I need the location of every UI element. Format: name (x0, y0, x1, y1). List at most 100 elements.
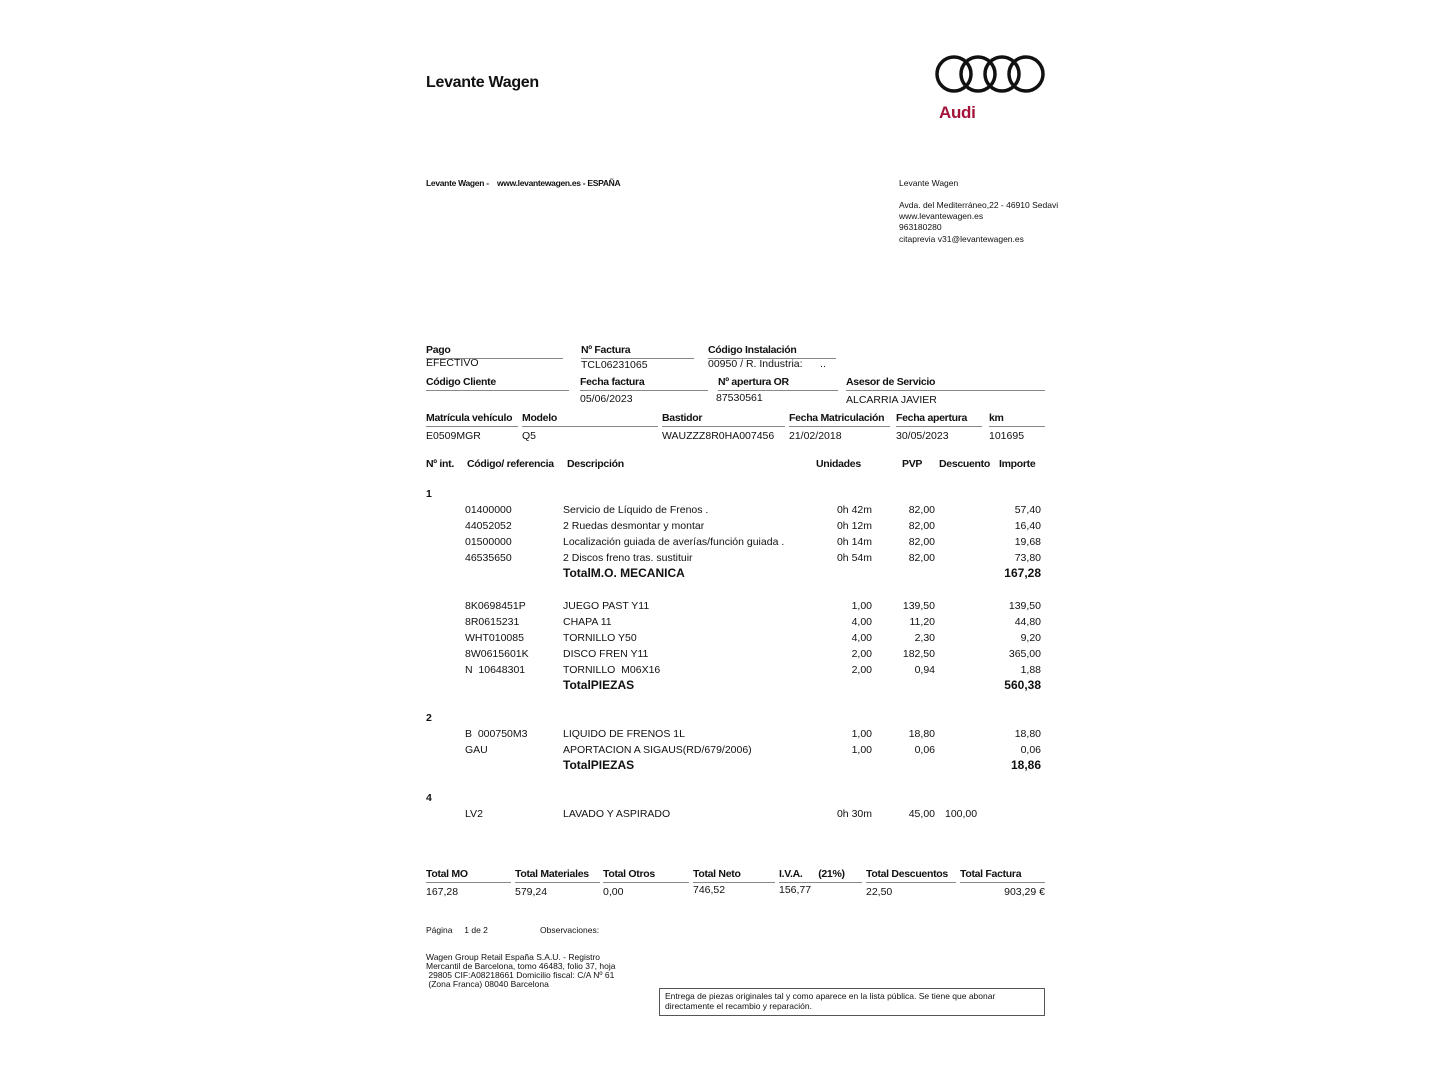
fecha-apertura-value: 30/05/2023 (896, 430, 949, 442)
line-code: B 000750M3 (465, 728, 528, 740)
legal-line-1: Wagen Group Retail España S.A.U. - Regis… (426, 952, 601, 962)
line-amount: 16,40 (1014, 520, 1041, 532)
line-pvp: 11,20 (909, 616, 936, 628)
line-description: TORNILLO M06X16 (563, 664, 661, 676)
bastidor-label: Bastidor (662, 412, 785, 427)
company-name: Levante Wagen (426, 74, 539, 91)
line-code: 8R0615231 (465, 616, 520, 628)
apertura-or-value: 87530561 (716, 392, 763, 404)
address-street: Avda. del Mediterráneo,22 - 46910 Sedavi (899, 200, 1059, 210)
block-total-value: 18,86 (1010, 758, 1041, 772)
line-code: 46535650 (465, 552, 512, 564)
line-code: N 10648301 (465, 664, 526, 676)
line-amount: 57,40 (1014, 504, 1041, 516)
line-description: LIQUIDO DE FRENOS 1L (563, 728, 685, 740)
line-description: LAVADO Y ASPIRADO (563, 808, 671, 820)
address-phone: 963180280 (899, 222, 942, 232)
line-units: 4,00 (851, 632, 872, 644)
group-number: 1 (426, 488, 432, 500)
line-code: 01400000 (465, 504, 512, 516)
modelo-label: Modelo (522, 412, 658, 427)
cliente-label: Código Cliente (426, 376, 569, 391)
line-pvp: 0,06 (914, 744, 935, 756)
block-total-label: TotalPIEZAS (563, 758, 635, 772)
col-amount: Importe (999, 458, 1036, 470)
line-amount: 9,20 (1020, 632, 1041, 644)
line-pvp: 182,50 (902, 648, 935, 660)
factura-value: TCL06231065 (581, 359, 648, 371)
line-pvp: 82,00 (908, 520, 935, 532)
line-code: LV2 (465, 808, 483, 820)
instalacion-label: Código Instalación (708, 344, 836, 359)
block-total-value: 167,28 (1004, 566, 1041, 580)
total-otros-value: 0,00 (603, 886, 624, 898)
line-units: 0h 30m (836, 808, 872, 820)
col-num: Nº int. (426, 458, 454, 470)
modelo-value: Q5 (522, 430, 537, 442)
line-pvp: 2,30 (914, 632, 935, 644)
address-web: www.levantewagen.es (899, 211, 984, 221)
line-amount: 44,80 (1014, 616, 1041, 628)
total-neto-label: Total Neto (693, 868, 775, 883)
asesor-label: Asesor de Servicio (846, 376, 1045, 391)
line-amount: 139,50 (1008, 600, 1041, 612)
line-code: 8W0615601K (465, 648, 529, 660)
fecha-apertura-label: Fecha apertura (896, 412, 982, 427)
line-pvp: 82,00 (908, 552, 935, 564)
line-description: Servicio de Líquido de Frenos . (563, 504, 709, 516)
line-units: 0h 14m (836, 536, 872, 548)
line-description: JUEGO PAST Y11 (563, 600, 650, 612)
apertura-or-label: Nº apertura OR (718, 376, 838, 391)
line-amount: 73,80 (1014, 552, 1041, 564)
line-amount: 19,68 (1014, 536, 1041, 548)
line-code: 44052052 (465, 520, 512, 532)
line-units: 2,00 (851, 664, 872, 676)
page-indicator: Página 1 de 2 (426, 925, 488, 935)
line-amount: 0,06 (1020, 744, 1041, 756)
audi-brand-text: Audi (939, 103, 976, 122)
total-iva-label: I.V.A. (21%) (779, 868, 862, 883)
line-units: 0h 54m (836, 552, 872, 564)
pago-label: Pago (426, 344, 563, 359)
total-factura-value: 903,29 € (1004, 886, 1045, 898)
line-discount: 100,00 (945, 808, 978, 820)
legal-line-4: (Zona Franca) 08040 Barcelona (426, 979, 549, 989)
group-number: 4 (426, 792, 432, 804)
line-amount: 365,00 (1008, 648, 1041, 660)
col-units: Unidades (816, 458, 861, 470)
header-line: Levante Wagen - www.levantewagen.es - ES… (426, 178, 621, 188)
fecha-factura-value: 05/06/2023 (580, 393, 633, 405)
line-description: DISCO FREN Y11 (563, 648, 649, 660)
line-pvp: 0,94 (914, 664, 935, 676)
col-pvp: PVP (902, 458, 923, 470)
total-factura-label: Total Factura (960, 868, 1045, 883)
line-description: 2 Ruedas desmontar y montar (563, 520, 705, 532)
total-descuentos-value: 22,50 (866, 886, 893, 898)
line-amount: 1,88 (1020, 664, 1041, 676)
block-total-label: TotalM.O. MECANICA (563, 566, 685, 580)
col-desc: Descripción (567, 458, 624, 470)
line-description: Localización guiada de averías/función g… (563, 536, 785, 548)
instalacion-value: 00950 / R. Industria: .. (708, 358, 826, 370)
line-units: 0h 12m (836, 520, 872, 532)
line-description: APORTACION A SIGAUS(RD/679/2006) (563, 744, 752, 756)
group-number: 2 (426, 712, 432, 724)
line-description: TORNILLO Y50 (563, 632, 637, 644)
factura-label: Nº Factura (581, 344, 694, 359)
fecha-matric-label: Fecha Matriculación (789, 412, 890, 427)
total-neto-value: 746,52 (693, 884, 726, 896)
line-units: 1,00 (851, 600, 872, 612)
total-iva-value: 156,77 (779, 884, 812, 896)
km-label: km (989, 412, 1045, 427)
line-pvp: 82,00 (908, 504, 935, 516)
line-pvp: 45,00 (908, 808, 935, 820)
bastidor-value: WAUZZZ8R0HA007456 (662, 430, 775, 442)
fecha-matric-value: 21/02/2018 (789, 430, 842, 442)
col-discount: Descuento (939, 458, 990, 470)
observaciones-label: Observaciones: (540, 925, 600, 935)
line-description: 2 Discos freno tras. sustituir (563, 552, 693, 564)
line-amount: 18,80 (1014, 728, 1041, 740)
line-description: CHAPA 11 (563, 616, 612, 628)
col-code: Código/ referencia (467, 458, 554, 470)
audi-rings-logo (935, 55, 1045, 93)
